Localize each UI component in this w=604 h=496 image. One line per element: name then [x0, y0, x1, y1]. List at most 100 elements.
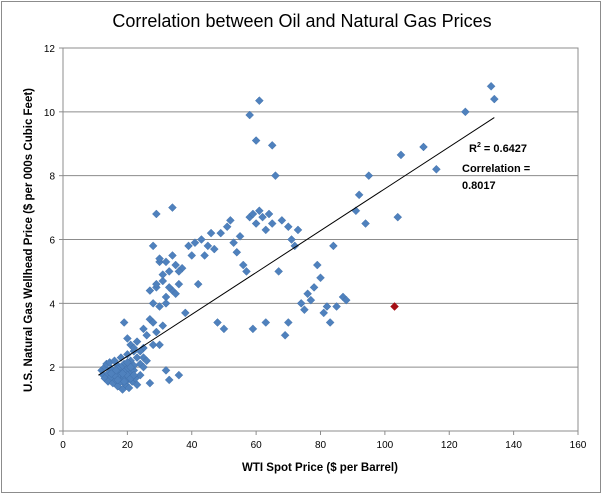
data-point-152 [329, 241, 338, 251]
data-point-139 [287, 235, 296, 244]
r-squared-letter: R [469, 143, 477, 155]
chart-title: Correlation between Oil and Natural Gas … [112, 11, 491, 31]
data-point-122 [248, 324, 258, 334]
data-point-86 [148, 299, 158, 308]
data-point-150 [322, 302, 332, 311]
data-point-148 [316, 273, 325, 283]
data-points [97, 82, 499, 394]
x-tick-label-2: 40 [186, 440, 198, 451]
x-tick-label-6: 120 [441, 440, 458, 451]
data-point-37 [135, 370, 145, 380]
data-point-142 [296, 299, 306, 308]
data-point-69 [152, 327, 161, 337]
data-point-97 [155, 254, 164, 263]
data-point-48 [119, 377, 129, 386]
y-tick-label-4: 8 [49, 172, 55, 183]
x-tick-label-4: 80 [315, 440, 327, 451]
data-point-107 [206, 228, 216, 238]
data-point-109 [213, 318, 222, 327]
data-point-136 [280, 330, 290, 340]
data-point-145 [306, 295, 316, 305]
data-point-103 [193, 279, 203, 289]
data-point-27 [124, 383, 134, 393]
data-point-129 [261, 318, 271, 327]
data-point-77 [164, 267, 174, 276]
data-point-99 [168, 203, 177, 212]
data-point-101 [187, 251, 197, 260]
x-tick-label-0: 0 [60, 440, 66, 451]
data-point-80 [171, 260, 180, 270]
data-point-140 [290, 241, 300, 251]
data-point-81 [174, 370, 184, 380]
y-tick-label-0: 0 [49, 427, 55, 438]
data-point-110 [216, 228, 226, 238]
data-point-158 [361, 219, 370, 228]
r-squared-superscript: 2 [477, 142, 481, 149]
y-tick-label-2: 4 [49, 299, 55, 310]
data-point-106 [203, 241, 213, 251]
data-point-138 [284, 318, 293, 327]
data-point-125 [255, 206, 264, 216]
data-point-143 [300, 305, 309, 314]
data-point-151 [325, 318, 335, 327]
data-point-62 [139, 324, 148, 334]
data-point-67 [148, 318, 158, 327]
data-point-133 [271, 171, 280, 180]
data-point-137 [284, 222, 293, 232]
data-point-100 [184, 241, 193, 251]
data-point-131 [267, 219, 277, 228]
x-axis-label: WTI Spot Price ($ per Barrel) [242, 462, 398, 474]
data-point-93 [171, 289, 180, 299]
data-point-123 [251, 219, 261, 228]
data-point-64 [142, 356, 151, 366]
y-tick-label-1: 2 [49, 363, 55, 374]
data-point-135 [277, 216, 287, 225]
y-tick-label-5: 10 [44, 108, 56, 119]
data-point-94 [174, 267, 184, 276]
x-tick-label-1: 20 [122, 440, 134, 451]
correlation-label: Correlation = [462, 163, 530, 175]
data-point-74 [158, 321, 168, 330]
data-point-128 [261, 225, 271, 235]
data-point-84 [181, 308, 190, 318]
data-point-59 [132, 337, 142, 346]
data-point-90 [161, 299, 171, 308]
r-squared-value: = 0.6427 [481, 143, 527, 155]
data-point-163 [432, 165, 441, 174]
data-point-120 [245, 110, 254, 120]
data-point-50 [118, 369, 127, 378]
data-point-96 [152, 209, 161, 219]
data-point-63 [142, 330, 151, 340]
data-point-66 [145, 378, 155, 388]
data-point-87 [152, 279, 161, 289]
data-point-73 [158, 276, 168, 286]
data-point-166 [490, 94, 499, 104]
y-tick-labels: 0 2 4 6 8 10 12 [44, 44, 63, 438]
trendline [98, 117, 495, 376]
data-point-127 [258, 212, 267, 222]
data-point-162 [419, 142, 428, 152]
data-point-161 [396, 150, 406, 160]
y-tick-label-3: 6 [49, 236, 55, 247]
data-point-132 [267, 141, 277, 150]
data-point-35 [132, 380, 142, 390]
data-point-117 [238, 260, 248, 270]
data-point-92 [168, 251, 177, 260]
data-point-130 [264, 209, 274, 219]
data-point-34 [132, 353, 142, 362]
data-point-71 [155, 340, 164, 350]
y-tick-label-6: 12 [44, 44, 56, 55]
data-point-95 [148, 241, 158, 251]
data-point-147 [312, 260, 322, 270]
data-point-105 [200, 251, 209, 260]
data-point-41 [113, 375, 123, 385]
data-point-115 [232, 247, 242, 257]
data-point-118 [242, 267, 251, 276]
data-point-146 [309, 283, 319, 292]
data-point-82 [174, 279, 184, 289]
data-point-102 [190, 238, 200, 247]
data-point-116 [235, 232, 245, 241]
x-tick-label-7: 140 [505, 440, 522, 451]
